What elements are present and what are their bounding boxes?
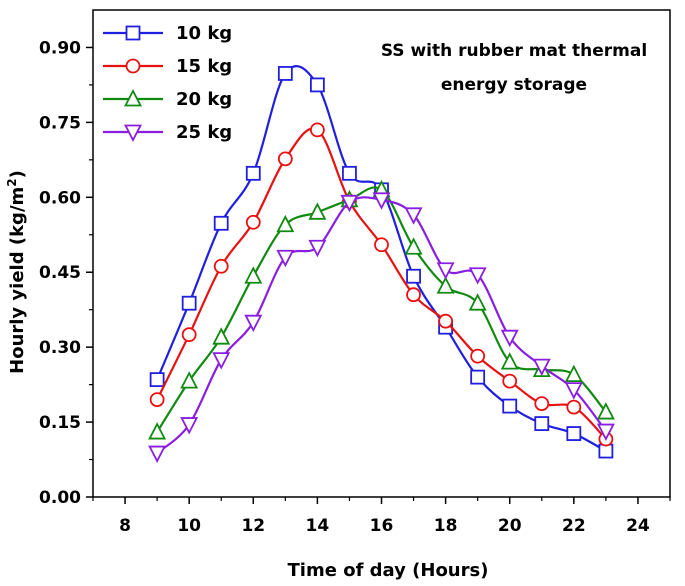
legend-label: 20 kg bbox=[176, 89, 232, 110]
y-tick-label: 0.60 bbox=[39, 188, 81, 208]
data-point bbox=[245, 214, 261, 230]
legend-label: 15 kg bbox=[176, 56, 232, 77]
series-15kg bbox=[149, 122, 614, 447]
data-point bbox=[436, 262, 455, 280]
data-point bbox=[468, 293, 487, 311]
data-point bbox=[213, 258, 229, 274]
series-20kg bbox=[148, 179, 615, 440]
data-point bbox=[534, 416, 550, 431]
data-point bbox=[244, 314, 263, 333]
data-point bbox=[309, 77, 325, 93]
data-point bbox=[596, 423, 615, 442]
data-point bbox=[534, 396, 550, 411]
x-tick-label: 8 bbox=[119, 516, 131, 536]
data-point bbox=[309, 122, 325, 138]
data-point bbox=[372, 192, 391, 210]
legend-marker bbox=[124, 89, 142, 107]
legend-entry: 10 kg bbox=[103, 23, 232, 44]
data-point bbox=[308, 202, 327, 220]
data-point bbox=[564, 382, 583, 400]
data-point bbox=[308, 239, 327, 258]
x-tick-label: 12 bbox=[241, 516, 265, 536]
y-axis-title-main: Hourly yield (kg/m bbox=[7, 187, 28, 374]
data-point bbox=[500, 352, 519, 370]
series-layer bbox=[148, 65, 615, 464]
data-point bbox=[277, 66, 293, 81]
data-point bbox=[404, 237, 423, 255]
data-point bbox=[277, 151, 293, 167]
data-point bbox=[438, 313, 454, 329]
data-point bbox=[180, 417, 199, 435]
data-point bbox=[470, 369, 486, 385]
data-point bbox=[276, 249, 295, 268]
legend-marker bbox=[125, 58, 141, 74]
x-tick-label: 18 bbox=[434, 516, 458, 536]
y-axis-title: Hourly yield (kg/m2) bbox=[5, 170, 28, 374]
y-tick-label: 0.15 bbox=[39, 413, 81, 433]
x-tick-label: 14 bbox=[306, 516, 330, 536]
data-point bbox=[340, 194, 359, 213]
legend-marker bbox=[124, 124, 142, 142]
data-point bbox=[149, 372, 165, 388]
data-point bbox=[598, 443, 614, 459]
data-point bbox=[374, 237, 389, 253]
data-point bbox=[244, 266, 263, 284]
annotation-line-2: energy storage bbox=[441, 75, 587, 95]
data-point bbox=[500, 329, 519, 348]
data-point bbox=[502, 373, 518, 389]
data-point bbox=[532, 358, 551, 377]
data-point bbox=[404, 207, 423, 225]
legend-entry: 25 kg bbox=[103, 122, 232, 143]
data-point bbox=[470, 348, 486, 364]
x-tick-label: 20 bbox=[498, 516, 522, 536]
data-point bbox=[245, 165, 261, 181]
data-point bbox=[213, 215, 229, 231]
legend-marker bbox=[125, 25, 141, 41]
data-point bbox=[181, 295, 197, 311]
data-point bbox=[148, 422, 167, 440]
x-tick-label: 10 bbox=[177, 516, 201, 536]
data-point bbox=[596, 402, 615, 420]
legend-entry: 20 kg bbox=[103, 89, 232, 110]
legend-entry: 15 kg bbox=[103, 56, 232, 77]
legend: 10 kg 15 kg 20 kg 25 kg bbox=[103, 23, 232, 143]
data-point bbox=[406, 287, 421, 303]
data-point bbox=[180, 371, 199, 389]
legend-label: 10 kg bbox=[176, 23, 232, 44]
y-axis-title-sup: 2 bbox=[5, 178, 19, 186]
data-point bbox=[436, 276, 455, 294]
y-axis-title-end: ) bbox=[7, 170, 28, 178]
series-line bbox=[156, 127, 607, 440]
series-25kg bbox=[148, 192, 615, 464]
legend-label: 25 kg bbox=[176, 122, 232, 143]
y-tick-label: 0.45 bbox=[39, 263, 81, 283]
data-point bbox=[406, 268, 421, 284]
data-point bbox=[502, 398, 518, 414]
y-tick-label: 0.90 bbox=[39, 38, 81, 58]
data-point bbox=[148, 445, 167, 464]
data-point bbox=[566, 426, 582, 441]
annotation-line-1: SS with rubber mat thermal bbox=[381, 41, 647, 61]
x-tick-label: 22 bbox=[562, 516, 586, 536]
y-tick-label: 0.75 bbox=[39, 113, 81, 133]
series-line bbox=[156, 196, 607, 454]
data-point bbox=[149, 392, 165, 408]
y-tick-label: 0.30 bbox=[39, 338, 81, 358]
x-axis-title: Time of day (Hours) bbox=[288, 560, 489, 581]
data-point bbox=[181, 327, 197, 343]
x-tick-label: 24 bbox=[626, 516, 650, 536]
data-point bbox=[212, 327, 231, 345]
data-point bbox=[342, 165, 357, 181]
x-tick-label: 16 bbox=[370, 516, 394, 536]
data-point bbox=[276, 214, 295, 233]
y-tick-label: 0.00 bbox=[39, 488, 81, 508]
data-point bbox=[564, 364, 583, 383]
data-point bbox=[566, 399, 582, 415]
data-point bbox=[468, 267, 487, 285]
ticks-layer: 8 10 12 14 16 18 20 22 24 0.00 0.15 0.30 0.45 0.60 0.7… bbox=[39, 38, 671, 536]
data-point bbox=[212, 352, 231, 370]
